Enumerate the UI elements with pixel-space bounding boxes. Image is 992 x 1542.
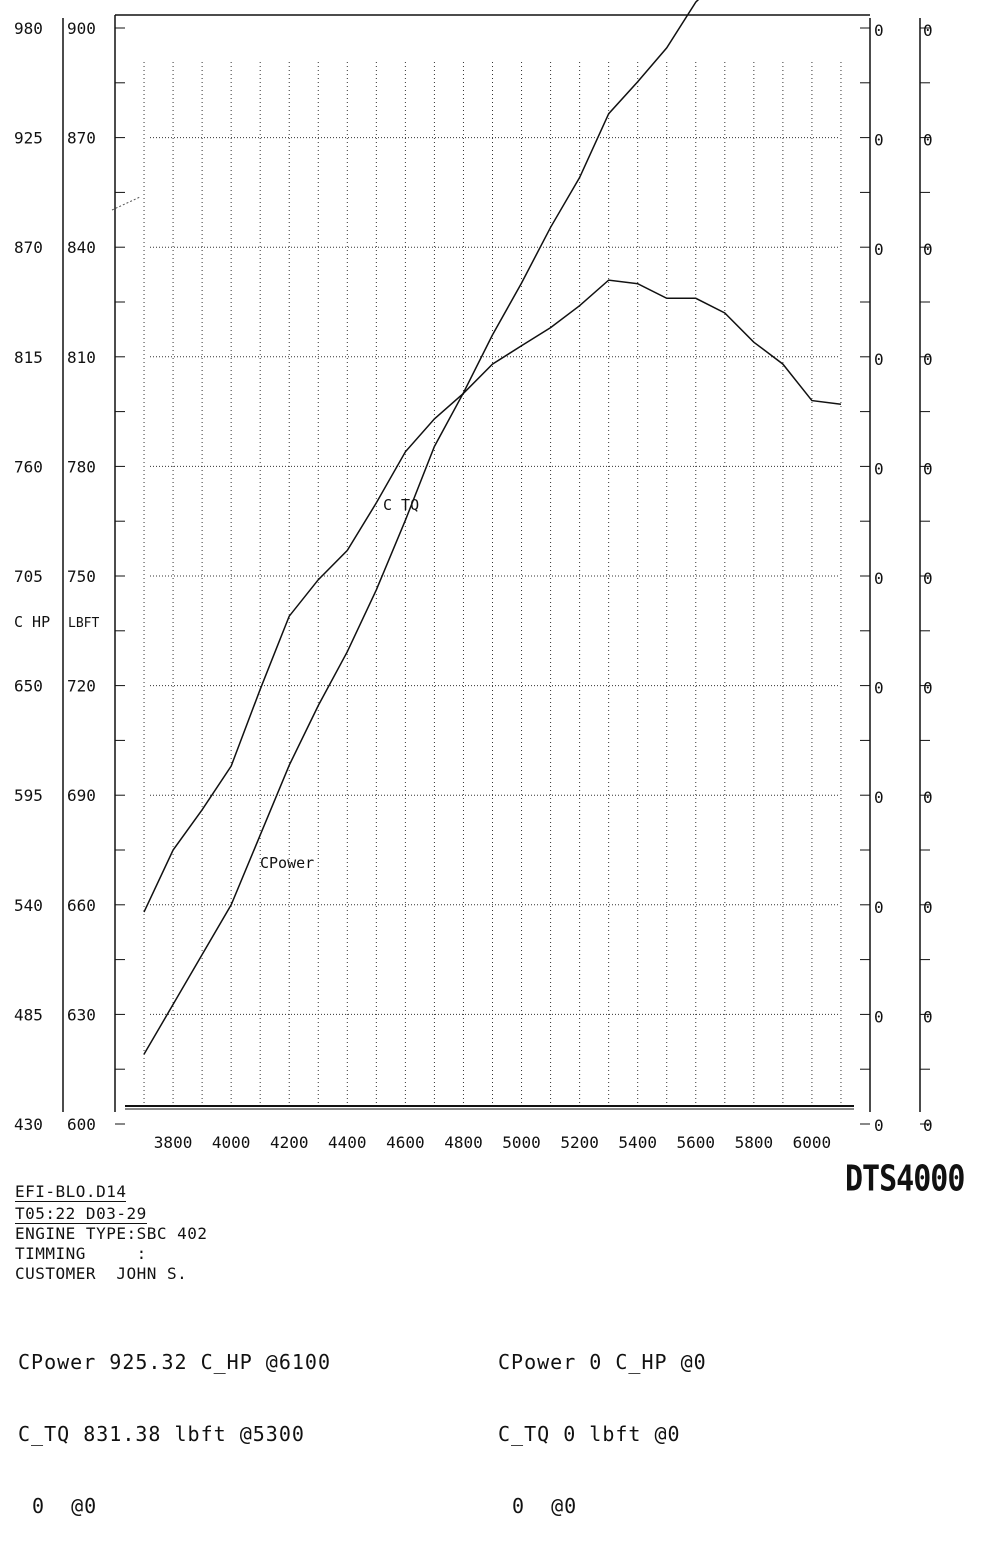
series-label-cpower: CPower [260,854,314,872]
y-hp-tick-label: 430 [14,1115,43,1134]
x-tick-label: 6000 [793,1133,832,1152]
y-right-tick-label: 0 [874,21,884,40]
x-tick-label: 4200 [270,1133,309,1152]
y-right-tick-label: 0 [874,788,884,807]
customer-label: CUSTOMER [15,1264,97,1283]
series-line-cpower [143,0,700,1055]
y-lbft-tick-label: 720 [67,677,96,696]
y-lbft-tick-label: 840 [67,238,96,257]
y-hp-tick-label: 705 [14,567,43,586]
y-hp-tick-label: 540 [14,896,43,915]
y-right-tick-label: 0 [874,240,884,259]
results-left: CPower 925.32 C_HP @6100 C_TQ 831.38 lbf… [18,1302,331,1542]
y-hp-tick-label: 925 [14,129,43,148]
y-lbft-tick-label: 660 [67,896,96,915]
engine-type-value: SBC 402 [136,1224,208,1243]
brand-logo: DTS4000 [845,1158,965,1200]
x-tick-label: 5400 [618,1133,657,1152]
y-hp-tick-label: 595 [14,786,43,805]
x-tick-label: 5000 [502,1133,541,1152]
x-tick-label: 4800 [444,1133,483,1152]
y-lbft-tick-label: 600 [67,1115,96,1134]
y-hp-tick-label: 650 [14,677,43,696]
x-tick-label: 4600 [386,1133,425,1152]
y-lbft-axis-title: LBFT [68,616,99,631]
y-hp-tick-label: 485 [14,1005,43,1024]
right-extra-result: 0 @0 [512,1494,578,1518]
left-torque-result: C_TQ 831.38 lbft @5300 [18,1422,305,1446]
y-right-outer-tick-label: 0 [923,1007,933,1026]
x-tick-label: 5800 [735,1133,774,1152]
y-hp-tick-label: 760 [14,457,43,476]
x-tick-label: 4000 [212,1133,251,1152]
y-lbft-tick-label: 780 [67,457,96,476]
y-right-tick-label: 0 [874,1007,884,1026]
y-lbft-tick-label: 750 [67,567,96,586]
y-right-tick-label: 0 [874,131,884,150]
left-power-result: CPower 925.32 C_HP @6100 [18,1350,331,1374]
y-right-outer-tick-label: 0 [923,1116,933,1135]
engine-type-label: ENGINE TYPE: [15,1224,137,1243]
y-right-outer-tick-label: 0 [923,350,933,369]
y-right-outer-tick-label: 0 [923,21,933,40]
time-date: T05:22 D03-29 [15,1204,147,1224]
y-right-outer-tick-label: 0 [923,898,933,917]
y-right-outer-tick-label: 0 [923,569,933,588]
y-right-outer-tick-label: 0 [923,240,933,259]
timing-label: TIMMING [15,1244,86,1263]
y-right-tick-label: 0 [874,350,884,369]
y-right-tick-label: 0 [874,1116,884,1135]
decor-mark [111,196,141,211]
y-right-outer-tick-label: 0 [923,459,933,478]
y-lbft-tick-label: 690 [67,786,96,805]
y-right-tick-label: 0 [874,569,884,588]
run-info: EFI-BLO.D14 T05:22 D03-29 ENGINE TYPE:SB… [15,1182,208,1284]
y-hp-tick-label: 870 [14,238,43,257]
results-right: CPower 0 C_HP @0 C_TQ 0 lbft @0 0 @0 [498,1302,707,1542]
y-lbft-tick-label: 630 [67,1005,96,1024]
series-line-ctq [143,279,842,913]
y-lbft-tick-label: 900 [67,19,96,38]
customer-value: JOHN S. [116,1264,188,1283]
y-lbft-tick-label: 870 [67,129,96,148]
y-right-tick-label: 0 [874,898,884,917]
y-right-outer-tick-label: 0 [923,131,933,150]
y-hp-axis-title: C HP [14,613,50,631]
y-right-tick-label: 0 [874,679,884,698]
file-name: EFI-BLO.D14 [15,1182,127,1202]
x-tick-label: 4400 [328,1133,367,1152]
y-hp-tick-label: 815 [14,348,43,367]
x-tick-label: 3800 [154,1133,193,1152]
x-tick-label: 5200 [560,1133,599,1152]
right-torque-result: C_TQ 0 lbft @0 [498,1422,681,1446]
x-tick-label: 5600 [677,1133,716,1152]
timing-value: : [136,1244,147,1263]
left-extra-result: 0 @0 [32,1494,98,1518]
y-right-outer-tick-label: 0 [923,679,933,698]
dyno-chart: 430 600 485 630 540 660 595 690 650 720 705 750 760 7… [14,0,933,1152]
y-right-outer-tick-label: 0 [923,788,933,807]
series-label-ctq: C TQ [383,496,419,514]
y-lbft-tick-label: 810 [67,348,96,367]
right-power-result: CPower 0 C_HP @0 [498,1350,707,1374]
y-hp-tick-label: 980 [14,19,43,38]
y-right-tick-label: 0 [874,459,884,478]
